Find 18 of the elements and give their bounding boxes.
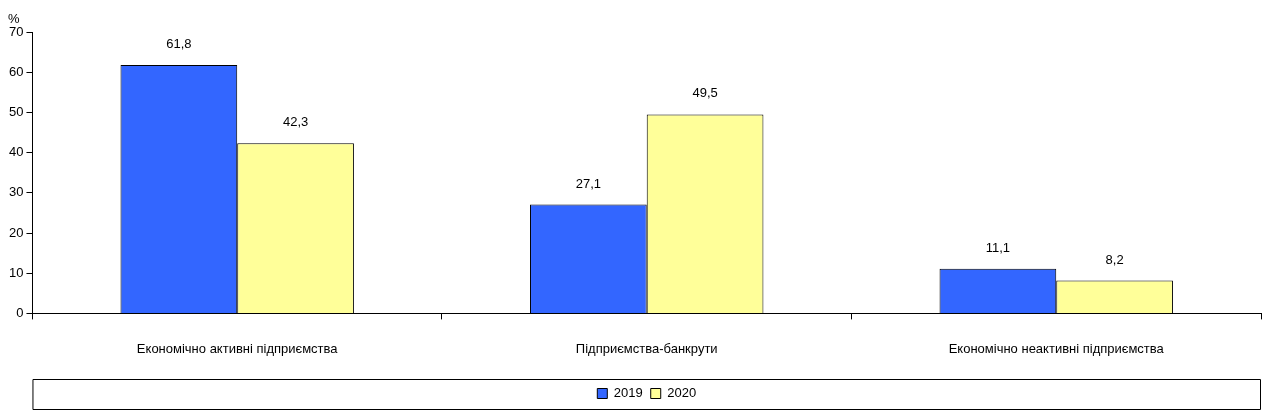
- data-label: 11,1: [985, 239, 1011, 255]
- y-tick-label: 10: [8, 264, 24, 280]
- data-label: 49,5: [692, 85, 718, 101]
- x-tick-label: Підприємства-банкрути: [575, 340, 718, 356]
- y-tick-label: 50: [8, 103, 24, 119]
- legend-label: 2019: [613, 385, 643, 401]
- data-label: 42,3: [282, 114, 309, 130]
- data-label: 8,2: [1105, 251, 1124, 267]
- legend-label: 2020: [667, 385, 697, 401]
- y-tick-label: 60: [8, 63, 24, 79]
- y-tick-label: 30: [8, 184, 24, 200]
- data-label: 61,8: [166, 36, 192, 52]
- x-tick-label: Економічно неактивні підприємства: [948, 340, 1165, 356]
- y-tick-label: 0: [16, 304, 24, 320]
- x-tick-label: Економічно активні підприємства: [136, 340, 339, 356]
- data-label: 27,1: [575, 175, 602, 191]
- y-tick-label: 40: [8, 144, 24, 160]
- y-tick-label: 20: [8, 224, 24, 240]
